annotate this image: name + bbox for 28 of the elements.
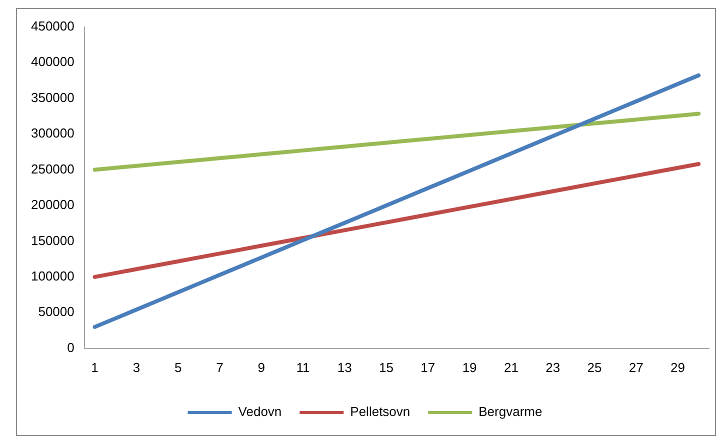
x-tick-label: 9 xyxy=(258,360,265,375)
x-tick-label: 11 xyxy=(296,360,310,375)
y-tick-label: 0 xyxy=(67,340,74,355)
x-tick-label: 19 xyxy=(462,360,477,375)
legend-label: Bergvarme xyxy=(478,404,542,420)
y-tick-label: 450000 xyxy=(30,18,74,34)
x-tick-label: 7 xyxy=(216,360,224,375)
x-tick-label: 1 xyxy=(91,360,98,375)
x-tick-label: 25 xyxy=(587,360,602,375)
x-tick-label: 23 xyxy=(546,360,560,375)
y-tick-label: 50000 xyxy=(38,304,74,320)
x-tick-label: 27 xyxy=(628,360,644,375)
y-tick-label: 250000 xyxy=(30,161,74,176)
x-tick-label: 15 xyxy=(379,360,394,375)
legend-label: Vedovn xyxy=(238,404,282,420)
y-tick-label: 150000 xyxy=(30,232,74,248)
legend-label: Pelletsovn xyxy=(350,404,410,420)
y-tick-label: 200000 xyxy=(30,197,74,212)
x-tick-label: 5 xyxy=(174,360,182,375)
y-tick-label: 350000 xyxy=(30,90,74,105)
y-tick-label: 100000 xyxy=(30,268,74,284)
x-tick-label: 21 xyxy=(504,360,518,375)
x-tick-label: 3 xyxy=(132,360,140,375)
y-tick-label: 400000 xyxy=(30,54,74,70)
x-tick-label: 17 xyxy=(420,360,436,375)
x-tick-label: 13 xyxy=(337,360,352,375)
y-tick-label: 300000 xyxy=(30,126,74,141)
x-tick-label: 29 xyxy=(670,360,686,375)
